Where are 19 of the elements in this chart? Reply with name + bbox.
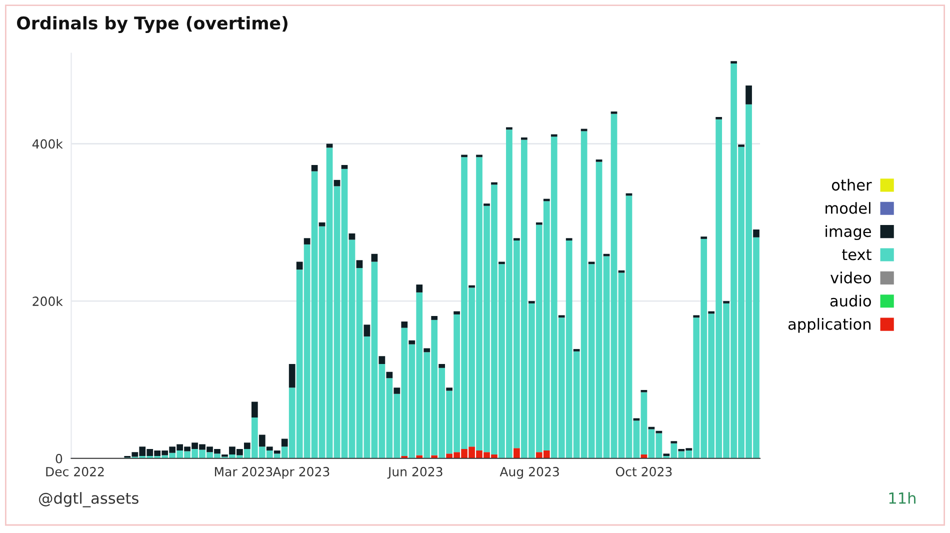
legend-label: video — [830, 272, 871, 284]
x-tick-label: Mar 2023 — [214, 466, 272, 476]
chart-title: Ordinals by Type (overtime) — [17, 16, 288, 34]
x-tick-label: Apr 2023 — [272, 466, 330, 479]
legend-label: other — [832, 178, 872, 191]
text: 11h — [889, 492, 916, 504]
y-tick-label: 0 — [56, 454, 62, 464]
text: @dgtl_assets — [39, 492, 138, 508]
y-tick-label: 200k — [32, 296, 63, 306]
legend-label: text — [842, 249, 872, 260]
legend-label: audio — [830, 294, 871, 307]
legend-label: image — [826, 225, 871, 240]
legend-label: application — [788, 318, 870, 333]
x-tick-label: Dec 2022 — [46, 466, 104, 476]
y-tick-label: 400k — [32, 139, 63, 149]
x-tick-label: Aug 2023 — [500, 466, 559, 479]
x-tick-label: Jun 2023 — [387, 466, 442, 479]
x-tick-label: Oct 2023 — [616, 466, 672, 476]
legend-label: model — [826, 202, 870, 214]
